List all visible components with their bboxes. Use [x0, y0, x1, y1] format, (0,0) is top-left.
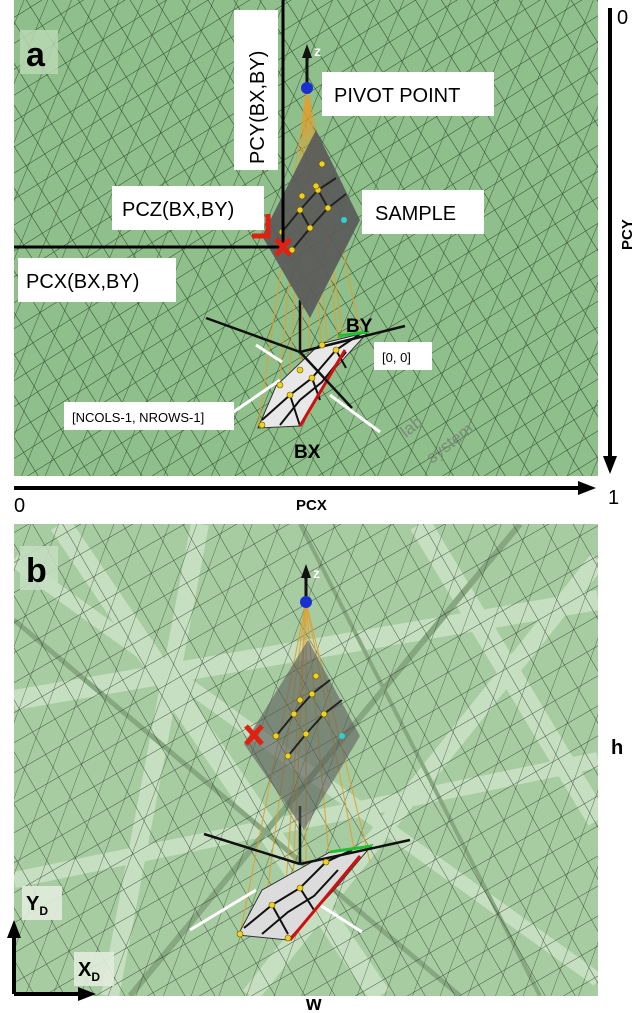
- pcz-label: PCZ(BX,BY): [122, 199, 234, 221]
- z-axis-label-b: z: [313, 565, 320, 581]
- panel-b-letter: b: [26, 552, 47, 590]
- sample-plane: [262, 130, 360, 318]
- yd-main: Y: [26, 893, 40, 915]
- scan-highlight-green: [337, 330, 369, 338]
- pcx-axis-max: 1: [608, 487, 619, 509]
- sample-box: [362, 190, 484, 234]
- sample-label: SAMPLE: [375, 203, 456, 225]
- panel-b-letter-box: [20, 546, 58, 590]
- pivot-point-marker-b: [300, 596, 312, 608]
- pcy-axis-min: 0: [617, 7, 628, 29]
- pcy-label: PCY(BX,BY): [247, 51, 269, 164]
- height-label: h: [611, 737, 623, 759]
- sample-points-b: [272, 672, 328, 760]
- pcy-label-box: [234, 10, 278, 170]
- pattern-centre-cross: [274, 237, 292, 257]
- lab-axes: [205, 300, 406, 409]
- panel-a-letter-box: [20, 30, 58, 74]
- by-label: BY: [346, 316, 373, 337]
- pcy-axis-label: PCY: [619, 219, 635, 250]
- sample-plane-b: [244, 640, 360, 830]
- pivot-point-label: PIVOT POINT: [334, 85, 460, 107]
- xd-main: X: [78, 959, 92, 981]
- lab-system-lines-b: [189, 888, 363, 934]
- xd-sub: D: [91, 970, 100, 984]
- pcx-axis-label: PCX: [296, 497, 327, 514]
- origin-index-label: [0, 0]: [382, 350, 411, 365]
- scan-highlight-red: [298, 349, 347, 427]
- svg-text:XD: XD: [78, 959, 100, 984]
- pcx-label: PCX(BX,BY): [26, 271, 139, 293]
- scan-points: [258, 341, 340, 429]
- end-index-label: [NCOLS-1, NROWS-1]: [72, 410, 204, 425]
- pcx-label-box: [18, 258, 176, 302]
- z-axis-label-a: z: [314, 43, 321, 59]
- pcx-axis-min: 0: [14, 495, 25, 517]
- end-index-box: [64, 402, 234, 430]
- panel-a-letter: a: [26, 36, 46, 74]
- pcz-label-box: [112, 186, 264, 230]
- yd-sub: D: [39, 904, 48, 918]
- panel-b: z b h w YD XD: [7, 524, 623, 1013]
- pivot-point-box: [322, 72, 494, 116]
- origin-index-box: [374, 342, 432, 370]
- bx-label: BX: [294, 442, 321, 463]
- pivot-point-marker: [301, 82, 313, 94]
- pcz-marker: [252, 214, 271, 239]
- panel-a: z a PIVOT POINT SAMPLE PCY(BX,BY) PCZ(BX…: [14, 0, 635, 517]
- svg-text:YD: YD: [26, 893, 48, 918]
- width-label: w: [305, 993, 322, 1013]
- pattern-centre-cross-b: [244, 724, 264, 746]
